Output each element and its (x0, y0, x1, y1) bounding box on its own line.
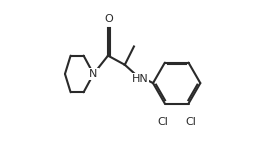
Text: Cl: Cl (157, 117, 168, 127)
Text: O: O (105, 14, 113, 24)
Text: Cl: Cl (185, 117, 196, 127)
Text: HN: HN (132, 73, 149, 83)
Text: N: N (89, 69, 98, 79)
